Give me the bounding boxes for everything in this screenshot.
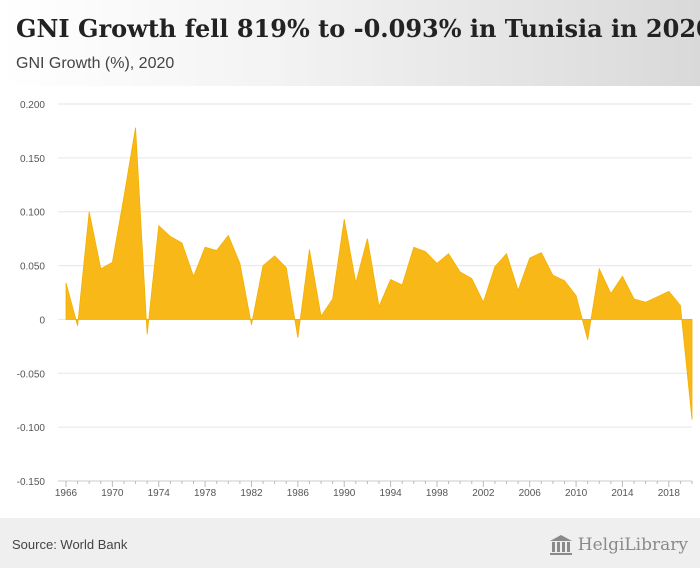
gni-growth-area: [65, 127, 693, 420]
y-tick-label: -0.150: [17, 477, 46, 488]
y-tick-label: 0.150: [20, 154, 45, 165]
y-tick-label: 0.050: [20, 262, 45, 273]
x-tick-label: 1998: [426, 488, 449, 499]
x-tick-label: 1978: [194, 488, 217, 499]
y-tick-label: 0: [39, 315, 45, 326]
x-tick-label: 1966: [55, 488, 78, 499]
chart-subtitle: GNI Growth (%), 2020: [16, 55, 175, 72]
x-tick-label: 1974: [148, 488, 171, 499]
x-tick-label: 1970: [101, 488, 124, 499]
x-tick-label: 2010: [565, 488, 588, 499]
footer-bar: Source: World Bank HelgiLibrary: [0, 518, 700, 568]
gni-growth-area-chart: 0.200 0.150 0.100 0.050 0 -0.050 -0.100 -0.150 1…: [17, 100, 693, 499]
x-tick-label: 1982: [240, 488, 263, 499]
source-label: Source: World Bank: [12, 537, 128, 552]
y-tick-label: 0.200: [20, 100, 45, 111]
y-tick-label: -0.100: [17, 423, 46, 434]
x-tick-label: 1990: [333, 488, 356, 499]
library-building-icon: [549, 535, 572, 555]
title-bar: GNI Growth fell 819% to -0.093% in Tunis…: [0, 0, 700, 86]
y-tick-label: -0.050: [17, 369, 46, 380]
brand-name: HelgiLibrary: [577, 535, 688, 555]
brand-logo[interactable]: HelgiLibrary: [549, 533, 688, 557]
x-tick-label: 2014: [611, 488, 634, 499]
x-tick-label: 2002: [472, 488, 495, 499]
x-tick-label: 1986: [287, 488, 310, 499]
x-tick-label: 2006: [519, 488, 542, 499]
chart-title: GNI Growth fell 819% to -0.093% in Tunis…: [16, 14, 700, 43]
x-tick-label: 1994: [379, 488, 402, 499]
x-tick-label: 2018: [658, 488, 681, 499]
y-tick-label: 0.100: [20, 208, 45, 219]
